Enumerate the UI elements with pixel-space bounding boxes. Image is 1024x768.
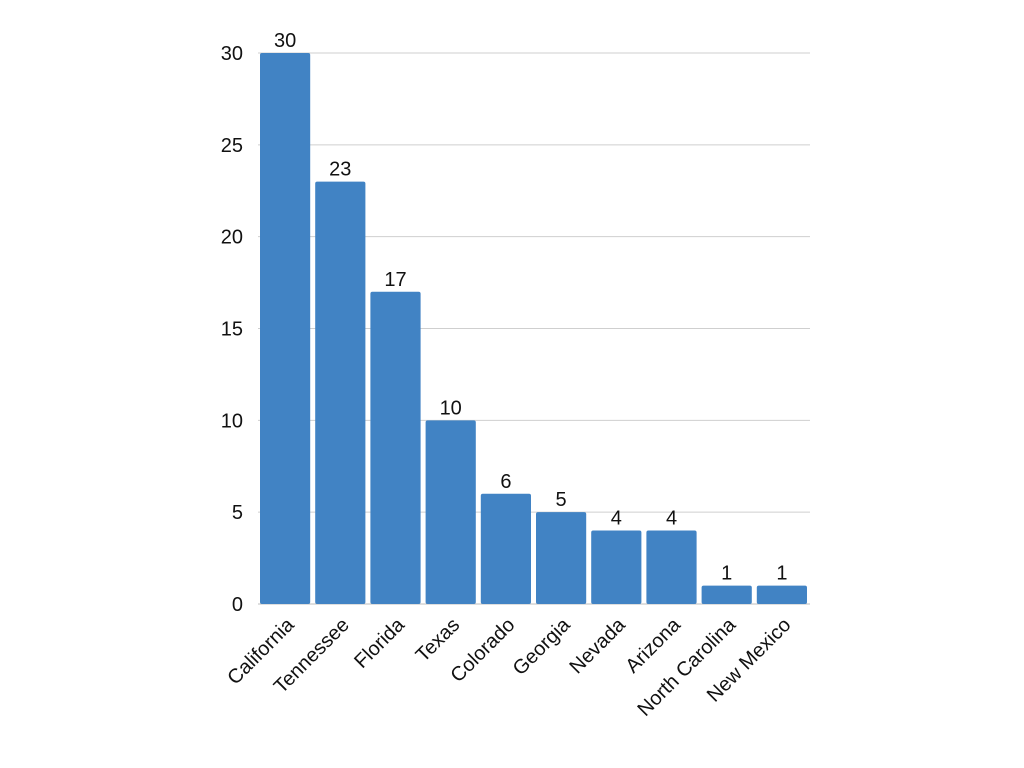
bar-north-carolina: [701, 585, 752, 604]
data-label: 4: [666, 508, 677, 530]
y-tick-label: 5: [232, 502, 243, 524]
x-tick-label: Texas: [412, 614, 465, 667]
x-tick-label: North Carolina: [633, 613, 740, 720]
data-label: 4: [611, 508, 622, 530]
x-tick-label: Florida: [350, 613, 409, 672]
y-tick-label: 20: [221, 227, 243, 249]
bar-arizona: [646, 530, 697, 604]
y-tick-label: 15: [221, 319, 243, 341]
bar-texas: [425, 420, 476, 604]
x-tick-label: Georgia: [509, 613, 575, 679]
data-label: 17: [384, 269, 406, 291]
bar-nevada: [591, 530, 642, 604]
data-label: 1: [721, 563, 732, 585]
bars: [260, 53, 807, 605]
bar-colorado: [480, 493, 531, 604]
bar-tennessee: [315, 181, 366, 605]
data-label: 6: [500, 471, 511, 493]
data-label: 10: [440, 397, 462, 419]
data-label: 30: [274, 30, 296, 52]
bar-florida: [370, 291, 421, 604]
y-tick-label: 0: [232, 594, 243, 616]
bar-new-mexico: [756, 585, 807, 604]
data-labels: 30 23 17 10 6 5 4 4 1 1: [274, 30, 787, 585]
bar-california: [260, 53, 311, 604]
y-tick-label: 25: [221, 135, 243, 157]
bar-georgia: [536, 512, 587, 604]
data-label: 5: [556, 489, 567, 511]
y-tick-label: 10: [221, 410, 243, 432]
y-axis-tick-labels: 0 5 10 15 20 25 30: [221, 43, 243, 616]
y-tick-label: 30: [221, 43, 243, 65]
x-tick-label: Nevada: [566, 613, 631, 678]
data-label: 1: [776, 563, 787, 585]
data-label: 23: [329, 159, 351, 181]
